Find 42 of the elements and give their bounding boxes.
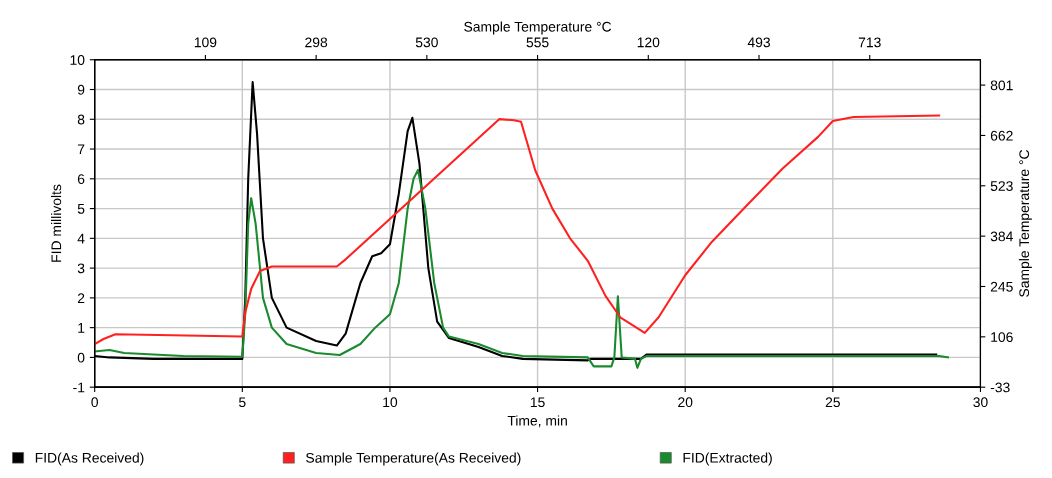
- y-tick-label: 6: [77, 174, 85, 184]
- y2-tick-label: 801: [990, 80, 1013, 91]
- y2-tick-label: 106: [991, 332, 1013, 342]
- text: 298: [305, 37, 328, 48]
- y-tick-label: 3: [77, 263, 85, 274]
- x-tick-label: 25: [825, 397, 840, 408]
- x-axis-title: Time, min: [507, 415, 567, 428]
- y2-tick-label: 384: [990, 231, 1013, 242]
- y-tick-label: 5: [77, 204, 85, 214]
- text: 555: [526, 37, 549, 48]
- y2-tick-label: 245: [990, 281, 1013, 292]
- line-series: [94, 168, 950, 369]
- y-tick-label: 0: [77, 352, 85, 363]
- y-tick-label: -1: [73, 382, 85, 393]
- y-tick-label: 7: [77, 144, 85, 155]
- x-tick-label: 20: [678, 397, 693, 408]
- y-tick-label: 10: [70, 55, 85, 65]
- y-tick-label: 2: [77, 293, 85, 303]
- legend-label: FID(Extracted): [683, 452, 772, 466]
- legend-label: Sample Temperature(As Received): [306, 452, 521, 466]
- y-tick-label: 4: [77, 233, 85, 244]
- text: 109: [194, 37, 217, 48]
- text: 120: [637, 37, 660, 48]
- y2-tick-label: 662: [990, 130, 1013, 141]
- legend-label: FID(As Received): [35, 452, 144, 466]
- y2-tick-label: -33: [990, 382, 1010, 393]
- line-series: [94, 114, 941, 346]
- text: 530: [415, 37, 438, 48]
- x-tick-label: 15: [530, 397, 545, 408]
- y2-tick-label: 523: [990, 181, 1013, 191]
- y-tick-label: 8: [77, 114, 85, 125]
- x-tick-label: 10: [383, 397, 398, 408]
- y-tick-label: 9: [77, 84, 85, 95]
- x2-axis-title: Sample Temperature °C: [464, 21, 612, 35]
- text: 713: [858, 37, 881, 48]
- x-tick-label: 5: [239, 397, 246, 408]
- y-tick-label: 1: [78, 323, 85, 333]
- y-axis-title: FID millivolts: [51, 184, 62, 262]
- x-tick-label: 30: [973, 397, 988, 408]
- x-tick-label: 0: [91, 397, 98, 408]
- y2-axis-title: Sample Temperature °C: [1018, 149, 1032, 297]
- text: 493: [747, 37, 770, 48]
